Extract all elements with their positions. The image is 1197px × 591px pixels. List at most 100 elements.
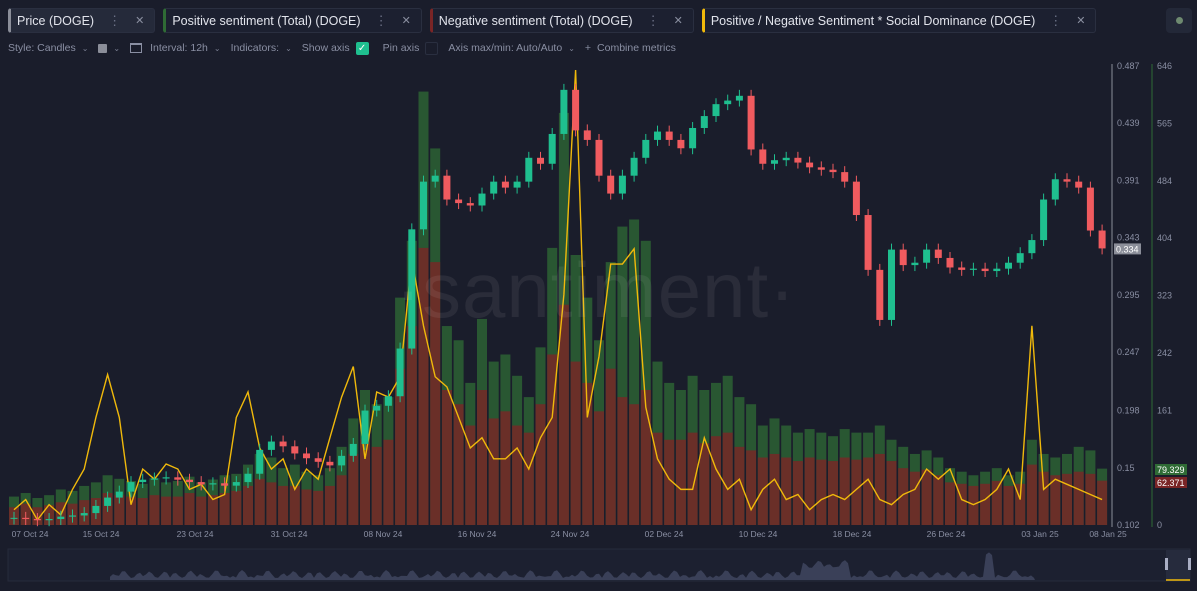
negative-bar (523, 432, 534, 525)
candle (267, 435, 275, 456)
candle-body (490, 181, 498, 194)
combine-metrics-button[interactable]: + Combine metrics (585, 42, 676, 54)
style-label: Style: Candles (8, 42, 76, 54)
candle (806, 156, 814, 174)
color-swatch (98, 43, 108, 53)
negative-bar (582, 382, 593, 525)
navigator-window[interactable] (1166, 550, 1190, 580)
candle-body (186, 479, 193, 483)
tab-label: Positive sentiment (Total) (DOGE) (172, 13, 361, 28)
show-axis-toggle[interactable]: Show axis ✓ (302, 41, 369, 55)
chevron-down-icon: ⌄ (285, 43, 292, 53)
negative-bar (1015, 483, 1026, 525)
candle-body (22, 517, 30, 520)
candle-body (115, 491, 123, 498)
candle (677, 133, 685, 155)
candle (923, 243, 931, 269)
positive-bar (629, 219, 640, 525)
x-tick-label: 26 Dec 24 (927, 529, 966, 539)
candle-body (10, 517, 18, 519)
price-candles (10, 83, 1106, 527)
indicators-dropdown[interactable]: Indicators: ⌄ (231, 42, 292, 54)
tab-positive-sentiment[interactable]: Positive sentiment (Total) (DOGE) ⋮ ✕ (163, 8, 422, 33)
negative-bar (722, 432, 733, 525)
axis-maxmin-dropdown[interactable]: Axis max/min: Auto/Auto ⌄ (448, 42, 575, 54)
tab-price[interactable]: Price (DOGE) ⋮ ✕ (8, 8, 156, 33)
close-icon[interactable]: ✕ (673, 15, 683, 27)
interval-dropdown[interactable]: Interval: 12h ⌄ (130, 42, 221, 54)
candle-body (396, 348, 404, 397)
positive-bar (640, 240, 651, 525)
negative-bar (1085, 473, 1096, 525)
negative-bar (500, 411, 511, 525)
close-icon[interactable]: ✕ (401, 15, 411, 27)
candle (80, 507, 88, 522)
negative-bar (874, 453, 885, 525)
negative-bar (640, 390, 651, 525)
negative-bar (161, 496, 172, 525)
candle (22, 511, 30, 525)
settings-button[interactable] (1166, 8, 1192, 33)
candle-body (572, 89, 580, 131)
checkbox-checked-icon[interactable]: ✓ (355, 41, 369, 55)
candle (665, 125, 673, 146)
close-icon[interactable]: ✕ (135, 15, 145, 27)
negative-bar (254, 478, 265, 525)
negative-bar (383, 439, 394, 525)
candle-body (864, 215, 872, 270)
more-icon[interactable]: ⋮ (108, 12, 122, 28)
negative-bar (711, 436, 721, 525)
negative-bar (921, 469, 932, 525)
candle (1028, 234, 1036, 260)
negative-bar (839, 457, 850, 525)
candle-body (1063, 179, 1071, 182)
candle (1098, 224, 1106, 255)
more-icon[interactable]: ⋮ (646, 12, 660, 28)
color-dropdown[interactable]: ⌄ (98, 43, 120, 53)
style-dropdown[interactable]: Style: Candles ⌄ (8, 42, 88, 54)
candle (186, 473, 193, 489)
close-icon[interactable]: ✕ (1076, 15, 1086, 27)
candle-body (373, 405, 381, 411)
candle (326, 455, 334, 472)
candle-body (817, 167, 825, 170)
negative-bar (1050, 475, 1061, 525)
candle-body (993, 268, 1001, 272)
tab-label: Negative sentiment (Total) (DOGE) (438, 13, 633, 28)
pin-axis-toggle[interactable]: Pin axis (382, 41, 439, 55)
negative-bar (757, 457, 768, 525)
candle-body (279, 441, 287, 447)
candle (993, 262, 1001, 278)
negative-bar (629, 404, 640, 525)
candle (1086, 181, 1094, 237)
candle (1005, 256, 1012, 275)
candle (595, 133, 603, 182)
x-tick-label: 07 Oct 24 (12, 529, 49, 539)
more-icon[interactable]: ⋮ (374, 12, 388, 28)
pin-axis-label: Pin axis (382, 42, 420, 54)
tab-sentiment-ratio[interactable]: Positive / Negative Sentiment * Social D… (701, 8, 1097, 33)
price-tick-label: 0.391 (1117, 175, 1140, 185)
negative-bar (243, 485, 253, 525)
candle (221, 477, 229, 492)
checkbox-icon[interactable] (425, 41, 439, 55)
tab-negative-sentiment[interactable]: Negative sentiment (Total) (DOGE) ⋮ ✕ (429, 8, 694, 33)
candle-body (314, 458, 322, 462)
negative-bar (172, 496, 183, 525)
chart-toolbar: Style: Candles ⌄ ⌄ Interval: 12h ⌄ Indicat… (8, 40, 686, 56)
candle-body (1005, 262, 1012, 269)
candle-body (338, 455, 346, 466)
candle-body (478, 193, 486, 206)
candle-body (232, 482, 240, 486)
candle (1063, 173, 1071, 188)
x-tick-label: 18 Dec 24 (833, 529, 872, 539)
negative-bar (406, 326, 417, 525)
candle-body (782, 157, 790, 161)
more-icon[interactable]: ⋮ (1049, 12, 1063, 28)
negative-bar (196, 496, 207, 525)
candle (560, 83, 568, 140)
navigator-handle-right[interactable] (1188, 558, 1191, 570)
navigator-handle-left[interactable] (1165, 558, 1168, 570)
chevron-down-icon: ⌄ (81, 43, 89, 53)
